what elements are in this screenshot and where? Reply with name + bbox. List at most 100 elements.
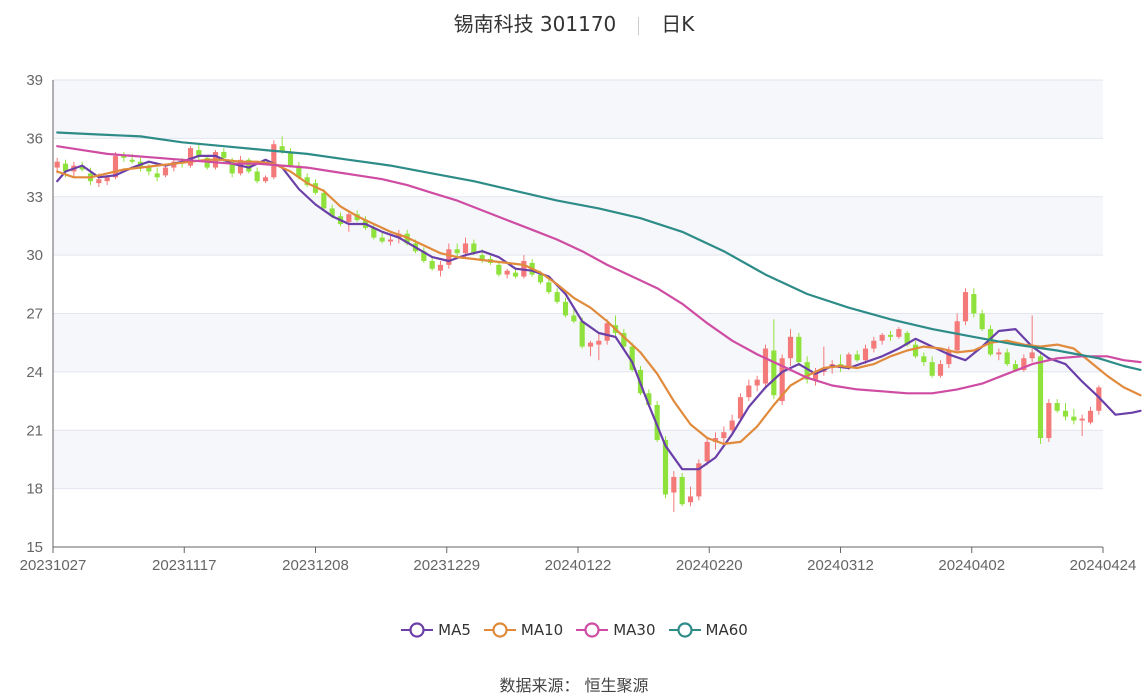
candle-body	[271, 144, 277, 178]
legend-item-ma5[interactable]: MA5	[400, 620, 471, 639]
candle-body	[446, 249, 452, 265]
title-separator	[638, 16, 640, 35]
candle-body	[729, 420, 735, 431]
candle-body	[196, 150, 202, 156]
candle-body	[787, 336, 794, 359]
x-tick-label: 20240402	[938, 557, 1005, 574]
ma-line-ma60	[56, 131, 1142, 371]
candle-body	[437, 264, 444, 271]
x-tick-label: 20240122	[545, 557, 612, 574]
candle-body	[771, 350, 777, 396]
candle-body	[579, 321, 585, 347]
candle-body	[696, 463, 702, 497]
candle-body	[1037, 356, 1044, 439]
candle-body	[571, 315, 577, 322]
candle-body	[537, 274, 544, 283]
candle-body	[112, 155, 119, 178]
candle-body	[1012, 364, 1019, 370]
legend-item-ma30[interactable]: MA30	[575, 620, 656, 639]
ma-line-ma10	[56, 158, 1142, 445]
candle-body	[429, 260, 435, 269]
candle-body	[296, 165, 302, 178]
x-tick-label: 20240220	[676, 557, 743, 574]
x-tick-label: 20231117	[152, 557, 217, 574]
candle-body	[146, 167, 152, 172]
candle-body	[304, 177, 310, 186]
candle-body	[629, 346, 635, 370]
y-tick-label: 39	[26, 72, 43, 89]
candle-body	[721, 432, 727, 439]
candle-body	[1029, 352, 1035, 359]
candle-body	[121, 155, 127, 158]
candle-body	[1046, 403, 1052, 439]
candle-body	[462, 243, 469, 254]
candle-body	[804, 362, 810, 380]
candle-body	[704, 441, 710, 462]
candle-body	[687, 496, 694, 503]
candle-body	[371, 227, 377, 238]
candle-body	[229, 161, 235, 174]
candle-body	[879, 334, 885, 341]
candle-body	[596, 340, 602, 345]
candle-body	[54, 161, 60, 168]
candle-body	[779, 358, 785, 402]
legend-label: MA10	[520, 620, 564, 639]
grid-band	[53, 196, 1103, 256]
candle-body	[154, 173, 160, 178]
candle-body	[379, 237, 385, 242]
y-tick-label: 21	[26, 422, 43, 439]
x-tick-label: 20240424	[1070, 557, 1137, 574]
candle-body	[754, 379, 760, 386]
candle-body	[554, 292, 560, 302]
candle-body	[904, 332, 910, 345]
candle-body	[279, 146, 285, 152]
chart-title-stock: 锡南科技 301170	[453, 12, 617, 36]
candle-body	[246, 159, 252, 172]
candle-body	[912, 344, 919, 357]
candle-body	[662, 439, 669, 495]
candle-body	[812, 371, 819, 380]
chart-title: 锡南科技 301170 日K	[0, 8, 1148, 37]
legend-label: MA60	[705, 620, 748, 639]
y-tick-label: 33	[26, 189, 43, 206]
candle-body	[962, 292, 969, 322]
y-tick-label: 36	[26, 130, 43, 147]
legend-item-ma60[interactable]: MA60	[668, 620, 748, 639]
candle-body	[846, 354, 852, 367]
candle-body	[421, 251, 427, 261]
candle-body	[1004, 352, 1010, 365]
candle-body	[971, 294, 977, 314]
candle-body	[129, 159, 135, 162]
candle-body	[321, 192, 327, 209]
x-tick-label: 20231208	[282, 557, 349, 574]
chart-legend: MA5 MA10 MA30 MA60	[0, 620, 1148, 639]
candle-body	[671, 476, 677, 493]
legend-item-ma10[interactable]: MA10	[483, 620, 563, 639]
candle-body	[162, 167, 169, 176]
candle-body	[929, 362, 935, 376]
legend-marker-icon	[668, 622, 701, 638]
candle-body	[471, 243, 477, 254]
ma-line-ma30	[56, 145, 1142, 395]
grid-band	[53, 430, 1103, 489]
candle-body	[996, 352, 1002, 355]
y-tick-label: 27	[26, 306, 43, 323]
candle-body	[621, 332, 627, 347]
candle-body	[587, 342, 594, 347]
y-tick-label: 15	[26, 539, 43, 556]
candle-body	[1071, 416, 1077, 421]
y-tick-label: 24	[26, 364, 43, 381]
x-tick-label: 20240312	[807, 557, 874, 574]
candle-body	[654, 404, 660, 440]
x-tick-label: 20231229	[413, 557, 480, 574]
candle-body	[387, 239, 394, 242]
candle-body	[946, 350, 952, 365]
candle-body	[871, 340, 877, 349]
candle-body	[329, 208, 335, 217]
candle-body	[979, 313, 985, 330]
data-source-note: 数据来源： 恒生聚源	[499, 676, 649, 695]
candle-body	[762, 348, 769, 384]
candle-body	[262, 177, 269, 182]
legend-marker-icon	[576, 622, 609, 638]
